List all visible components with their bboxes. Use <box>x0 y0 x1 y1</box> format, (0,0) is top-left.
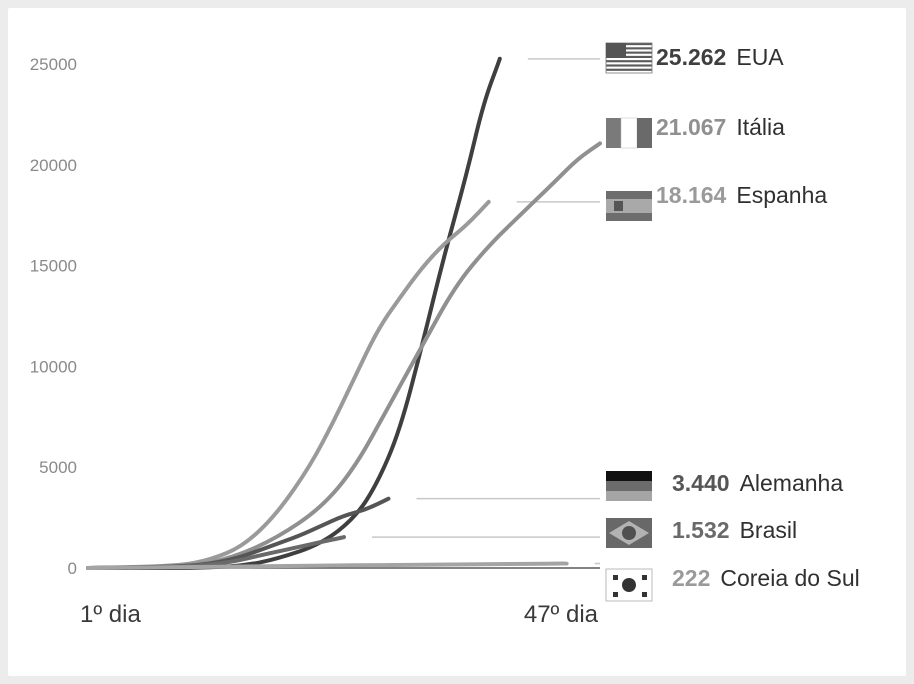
y-tick-label: 25000 <box>30 55 77 74</box>
series-value-label: 25.262 <box>656 44 726 70</box>
series-value-label: 18.164 <box>656 182 727 208</box>
series-value-label: 222 <box>672 565 710 591</box>
series-line-coreia-do-sul <box>86 561 569 570</box>
flag-globe <box>622 526 636 540</box>
italy-flag-icon <box>606 117 652 149</box>
flag-stripe <box>606 43 652 46</box>
flag-trigram <box>613 592 618 597</box>
x-tick-label-end: 47º dia <box>524 601 599 628</box>
y-tick-label: 15000 <box>30 257 77 276</box>
germany-flag-icon <box>606 471 652 501</box>
series-line-espanha <box>86 199 491 570</box>
y-tick-label: 0 <box>68 559 77 578</box>
flag-band <box>606 491 652 501</box>
flag-band <box>606 191 652 199</box>
series-value-label: 21.067 <box>656 114 726 140</box>
flag-trigram <box>613 575 618 580</box>
series-line-italia <box>86 141 603 570</box>
x-tick-label-start: 1º dia <box>80 601 141 628</box>
flag-stripe <box>606 55 652 58</box>
series-value-label: 1.532 <box>672 517 730 543</box>
flag-band <box>637 118 652 148</box>
series-name-label: Espanha <box>736 182 827 208</box>
brazil-flag-icon <box>606 518 652 548</box>
flag-stripe <box>606 60 652 63</box>
flag-band <box>620 117 638 149</box>
line-chart: 0 5000 10000 15000 20000 25000 1º dia 47º dia 25… <box>30 42 860 628</box>
south-korea-flag-icon <box>605 568 653 602</box>
flag-taegeuk <box>622 578 636 592</box>
y-tick-label: 5000 <box>39 458 77 477</box>
chart-container: 0 5000 10000 15000 20000 25000 1º dia 47º dia 25… <box>8 8 906 676</box>
series-name-label: Itália <box>736 114 785 140</box>
series-name-label: Coreia do Sul <box>720 565 859 591</box>
series-name-label: Alemanha <box>740 470 844 496</box>
flag-band <box>606 481 652 491</box>
flag-stripe <box>606 47 652 50</box>
flag-trigram <box>642 592 647 597</box>
series-name-label: Brasil <box>740 517 798 543</box>
series-line-alemanha <box>86 496 391 570</box>
flag-trigram <box>642 575 647 580</box>
series-line-brasil <box>86 535 347 570</box>
flag-stripe <box>606 68 652 71</box>
flag-band <box>606 471 652 481</box>
flag-band <box>606 199 652 213</box>
flag-emblem <box>614 201 623 211</box>
spain-flag-icon <box>606 191 652 221</box>
usa-flag-icon <box>605 42 653 74</box>
y-tick-label: 20000 <box>30 156 77 175</box>
flag-canton <box>606 43 626 58</box>
flag-band <box>606 118 621 148</box>
series-value-label: 3.440 <box>672 470 730 496</box>
flag-stripe <box>606 64 652 67</box>
y-tick-label: 10000 <box>30 357 77 376</box>
flag-stripe <box>606 51 652 54</box>
flag-band <box>606 213 652 221</box>
series-name-label: EUA <box>736 44 784 70</box>
